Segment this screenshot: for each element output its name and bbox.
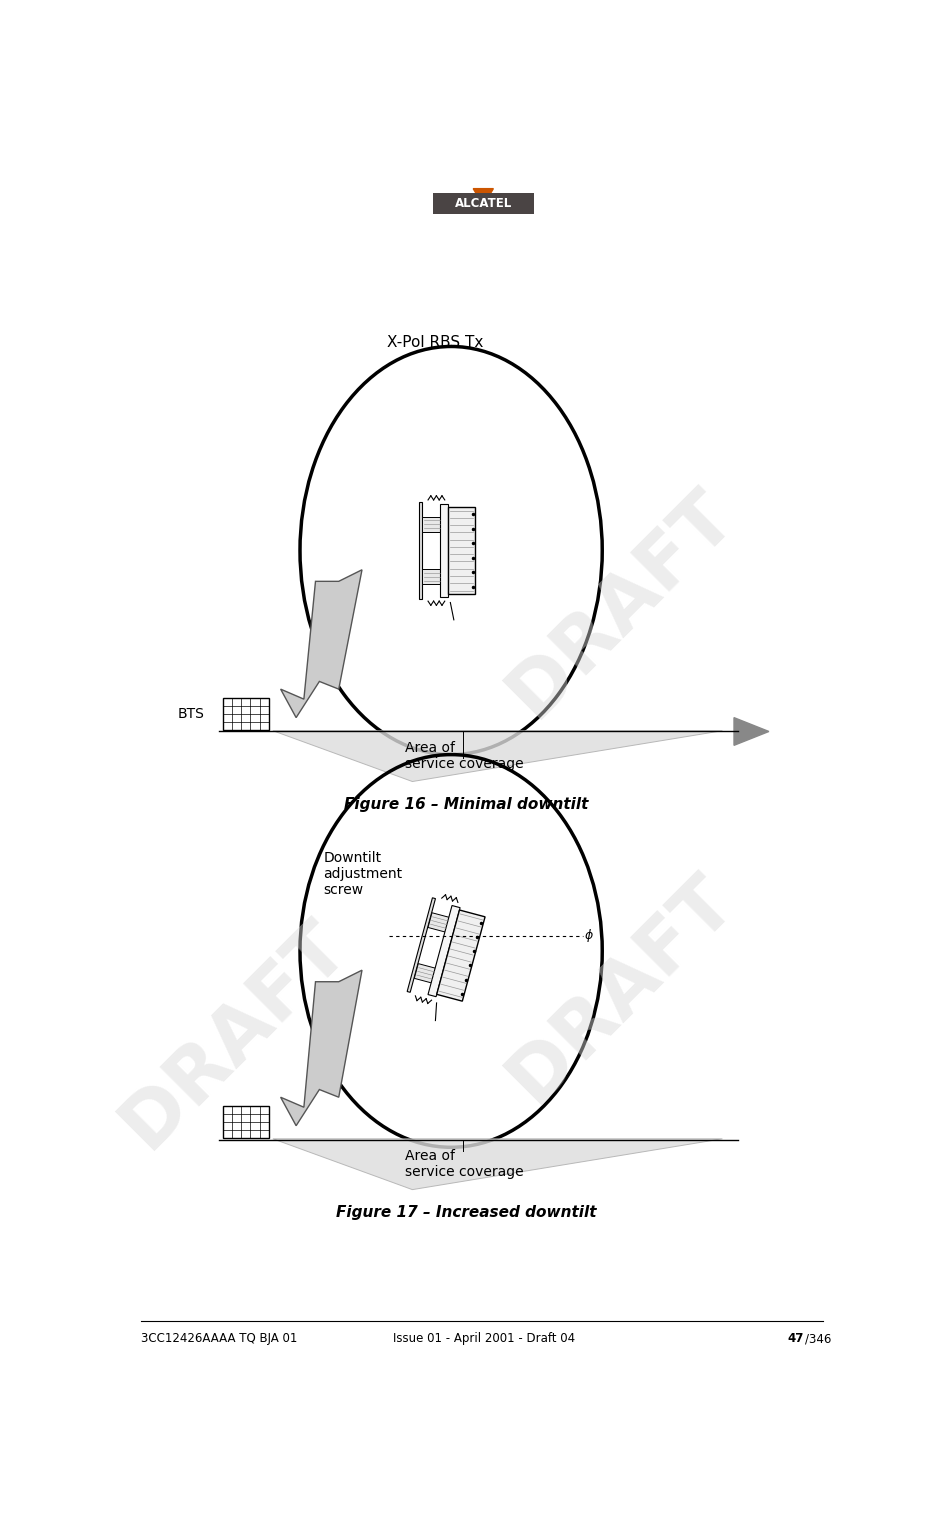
Text: DRAFT: DRAFT — [494, 863, 749, 1116]
Polygon shape — [439, 504, 448, 597]
Text: DRAFT: DRAFT — [494, 478, 749, 731]
Text: 3CC12426AAAA TQ BJA 01: 3CC12426AAAA TQ BJA 01 — [141, 1332, 297, 1345]
Polygon shape — [407, 898, 436, 993]
Bar — [433, 194, 534, 214]
Polygon shape — [422, 570, 442, 585]
Polygon shape — [422, 516, 442, 531]
Polygon shape — [428, 913, 451, 933]
Polygon shape — [473, 189, 493, 206]
Polygon shape — [281, 570, 362, 718]
Polygon shape — [437, 910, 485, 1002]
Text: 47: 47 — [787, 1332, 803, 1345]
Polygon shape — [419, 502, 422, 599]
Text: DRAFT: DRAFT — [107, 909, 361, 1162]
Polygon shape — [273, 731, 722, 782]
Text: Area of
service coverage: Area of service coverage — [405, 1148, 523, 1179]
Text: Issue 01 - April 2001 - Draft 04: Issue 01 - April 2001 - Draft 04 — [392, 1332, 574, 1345]
Bar — [223, 698, 269, 730]
Polygon shape — [281, 970, 362, 1125]
Polygon shape — [414, 964, 438, 983]
Text: Area of
service coverage: Area of service coverage — [405, 741, 523, 771]
Text: BTS: BTS — [178, 707, 205, 721]
Text: Figure 16 – Minimal downtilt: Figure 16 – Minimal downtilt — [344, 797, 588, 812]
Text: $\phi$: $\phi$ — [585, 927, 594, 944]
Polygon shape — [734, 718, 769, 745]
Polygon shape — [273, 1139, 722, 1190]
Text: Downtilt
adjustment
screw: Downtilt adjustment screw — [323, 851, 403, 898]
Bar — [223, 1106, 269, 1138]
Text: Figure 17 – Increased downtilt: Figure 17 – Increased downtilt — [337, 1205, 597, 1220]
Text: X-Pol RBS Tx: X-Pol RBS Tx — [388, 336, 484, 350]
Text: ALCATEL: ALCATEL — [455, 197, 512, 211]
Text: /346: /346 — [805, 1332, 832, 1345]
Polygon shape — [428, 906, 460, 997]
Polygon shape — [448, 507, 474, 594]
